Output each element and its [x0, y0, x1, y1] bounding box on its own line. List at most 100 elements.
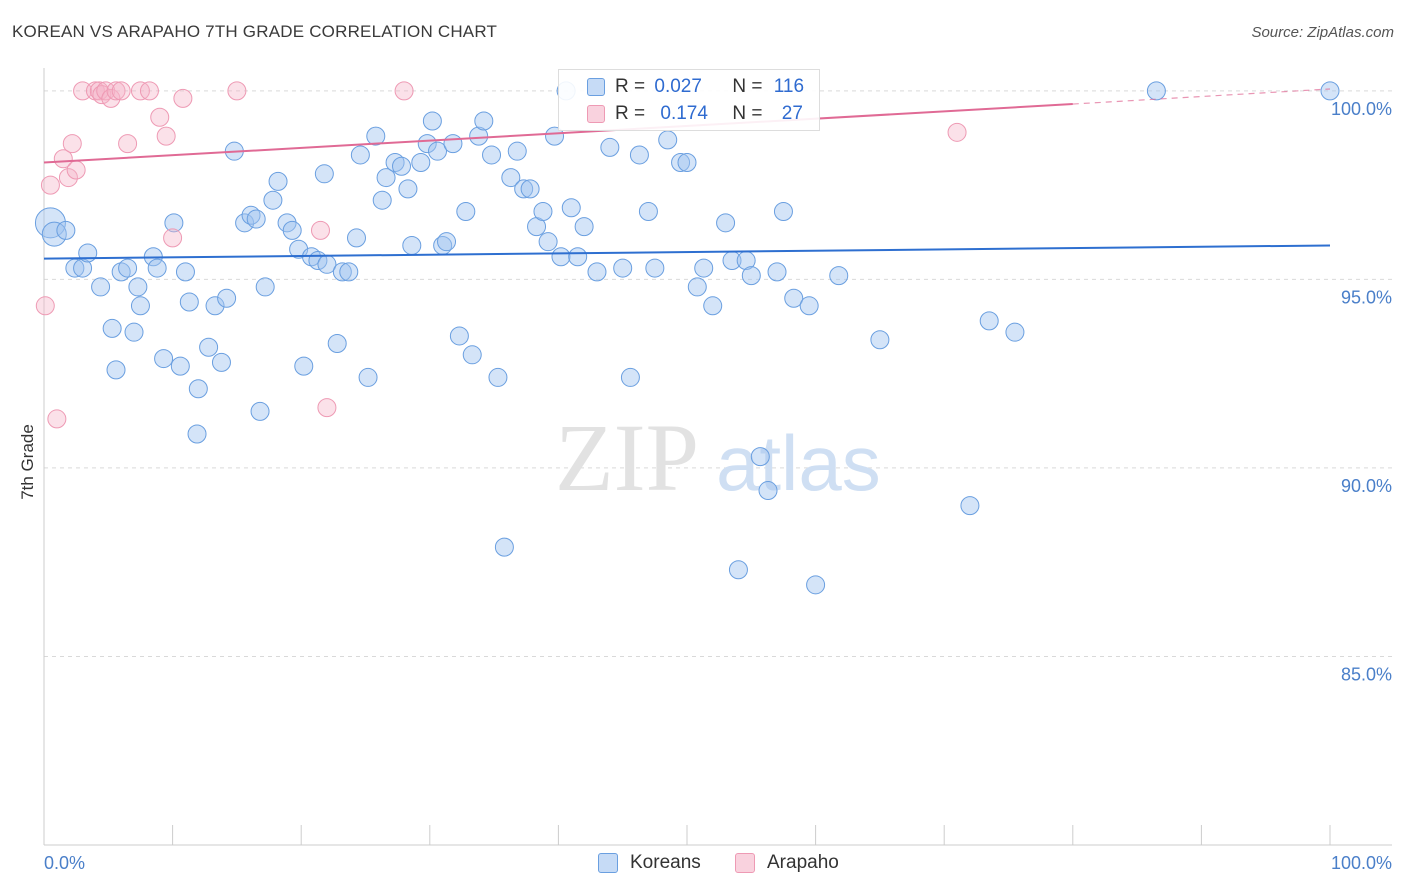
koreans-point: [263, 190, 283, 210]
arapaho-point: [53, 149, 73, 169]
koreans-point: [1005, 322, 1025, 342]
koreans-point: [154, 349, 174, 369]
arapaho-point: [394, 81, 414, 101]
koreans-point: [501, 168, 521, 188]
koreans-point: [469, 126, 489, 146]
arapaho-point: [47, 409, 67, 429]
koreans-point: [147, 258, 167, 278]
koreans-point: [235, 213, 255, 233]
legend-item-arapaho[interactable]: Arapaho: [735, 852, 839, 874]
koreans-point: [327, 333, 347, 353]
koreans-swatch: [587, 78, 605, 96]
arapaho-point: [66, 160, 86, 180]
koreans-point: [376, 168, 396, 188]
koreans-point: [175, 262, 195, 282]
koreans-point: [703, 296, 723, 316]
koreans-r-value: 0.027: [654, 76, 702, 97]
koreans-point: [282, 220, 302, 240]
series-legend: Koreans Arapaho: [0, 852, 1406, 878]
koreans-point: [561, 198, 581, 218]
koreans-point: [600, 137, 620, 157]
koreans-point: [645, 258, 665, 278]
y-tick-label: 90.0%: [1341, 476, 1392, 496]
koreans-point: [716, 213, 736, 233]
koreans-point: [514, 179, 534, 199]
koreans-point: [620, 367, 640, 387]
koreans-point: [339, 262, 359, 282]
arapaho-point: [58, 168, 78, 188]
axes: [43, 68, 1392, 846]
arapaho-point: [139, 81, 159, 101]
chart-title: KOREAN VS ARAPAHO 7TH GRADE CORRELATION …: [12, 22, 498, 41]
koreans-point: [758, 481, 778, 501]
koreans-n-value: 116: [773, 76, 805, 97]
zipatlas-watermark: ZIP atlas: [555, 404, 881, 511]
arapaho-point: [227, 81, 247, 101]
koreans-point: [205, 296, 225, 316]
arapaho-swatch: [587, 105, 605, 123]
watermark-atlas: atlas: [716, 419, 881, 507]
arapaho-points: [35, 81, 967, 429]
koreans-point: [671, 152, 691, 172]
koreans-point: [507, 141, 527, 161]
koreans-point: [392, 156, 412, 176]
arapaho-point: [156, 126, 176, 146]
koreans-point: [128, 277, 148, 297]
koreans-legend-swatch: [598, 853, 618, 873]
arapaho-point: [317, 398, 337, 418]
koreans-trend-line: [43, 244, 1331, 260]
koreans-points: [34, 81, 1340, 595]
koreans-point: [398, 179, 418, 199]
koreans-point: [960, 496, 980, 516]
legend-row-koreans: R = 0.027 N = 116: [559, 74, 804, 100]
legend-item-koreans[interactable]: Koreans: [598, 852, 701, 874]
koreans-point: [520, 179, 540, 199]
koreans-point: [538, 232, 558, 252]
x-tick-label: 0.0%: [44, 853, 85, 873]
koreans-point: [545, 126, 565, 146]
arapaho-r-label: R =: [615, 103, 651, 124]
koreans-point: [179, 292, 199, 312]
koreans-legend-label: Koreans: [630, 852, 701, 873]
arapaho-point: [62, 134, 82, 154]
koreans-point: [437, 232, 457, 252]
y-tick-label: 85.0%: [1341, 664, 1392, 684]
koreans-point: [422, 111, 442, 131]
arapaho-point: [173, 88, 193, 108]
source-label: Source: ZipAtlas.com: [1251, 24, 1394, 41]
koreans-point: [494, 537, 514, 557]
koreans-point: [784, 288, 804, 308]
koreans-point: [870, 330, 890, 350]
koreans-point: [268, 171, 288, 191]
koreans-point: [411, 152, 431, 172]
koreans-point: [417, 134, 437, 154]
koreans-point: [677, 152, 697, 172]
koreans-point: [728, 560, 748, 580]
koreans-point: [587, 262, 607, 282]
koreans-point: [106, 360, 126, 380]
legend-row-arapaho: R = 0.174 N = 27: [559, 101, 803, 127]
arapaho-point: [111, 81, 131, 101]
koreans-point: [56, 220, 76, 240]
koreans-point: [118, 258, 138, 278]
koreans-point: [372, 190, 392, 210]
koreans-point: [255, 277, 275, 297]
trend-lines: [43, 88, 1331, 260]
arapaho-trend-extension: [1072, 88, 1331, 105]
koreans-point: [314, 164, 334, 184]
arapaho-n-value: 27: [781, 103, 803, 124]
koreans-point: [638, 202, 658, 222]
koreans-point: [350, 145, 370, 165]
koreans-point: [687, 277, 707, 297]
koreans-point: [250, 401, 270, 421]
koreans-point: [449, 326, 469, 346]
arapaho-r-value: 0.174: [660, 103, 708, 124]
koreans-point: [41, 221, 67, 247]
stats-legend: R = 0.027 N = 116 R = 0.174 N = 27: [558, 69, 820, 131]
y-tick-label: 100.0%: [1331, 99, 1392, 119]
koreans-point: [187, 424, 207, 444]
koreans-point: [829, 266, 849, 286]
koreans-point: [488, 367, 508, 387]
koreans-point: [767, 262, 787, 282]
